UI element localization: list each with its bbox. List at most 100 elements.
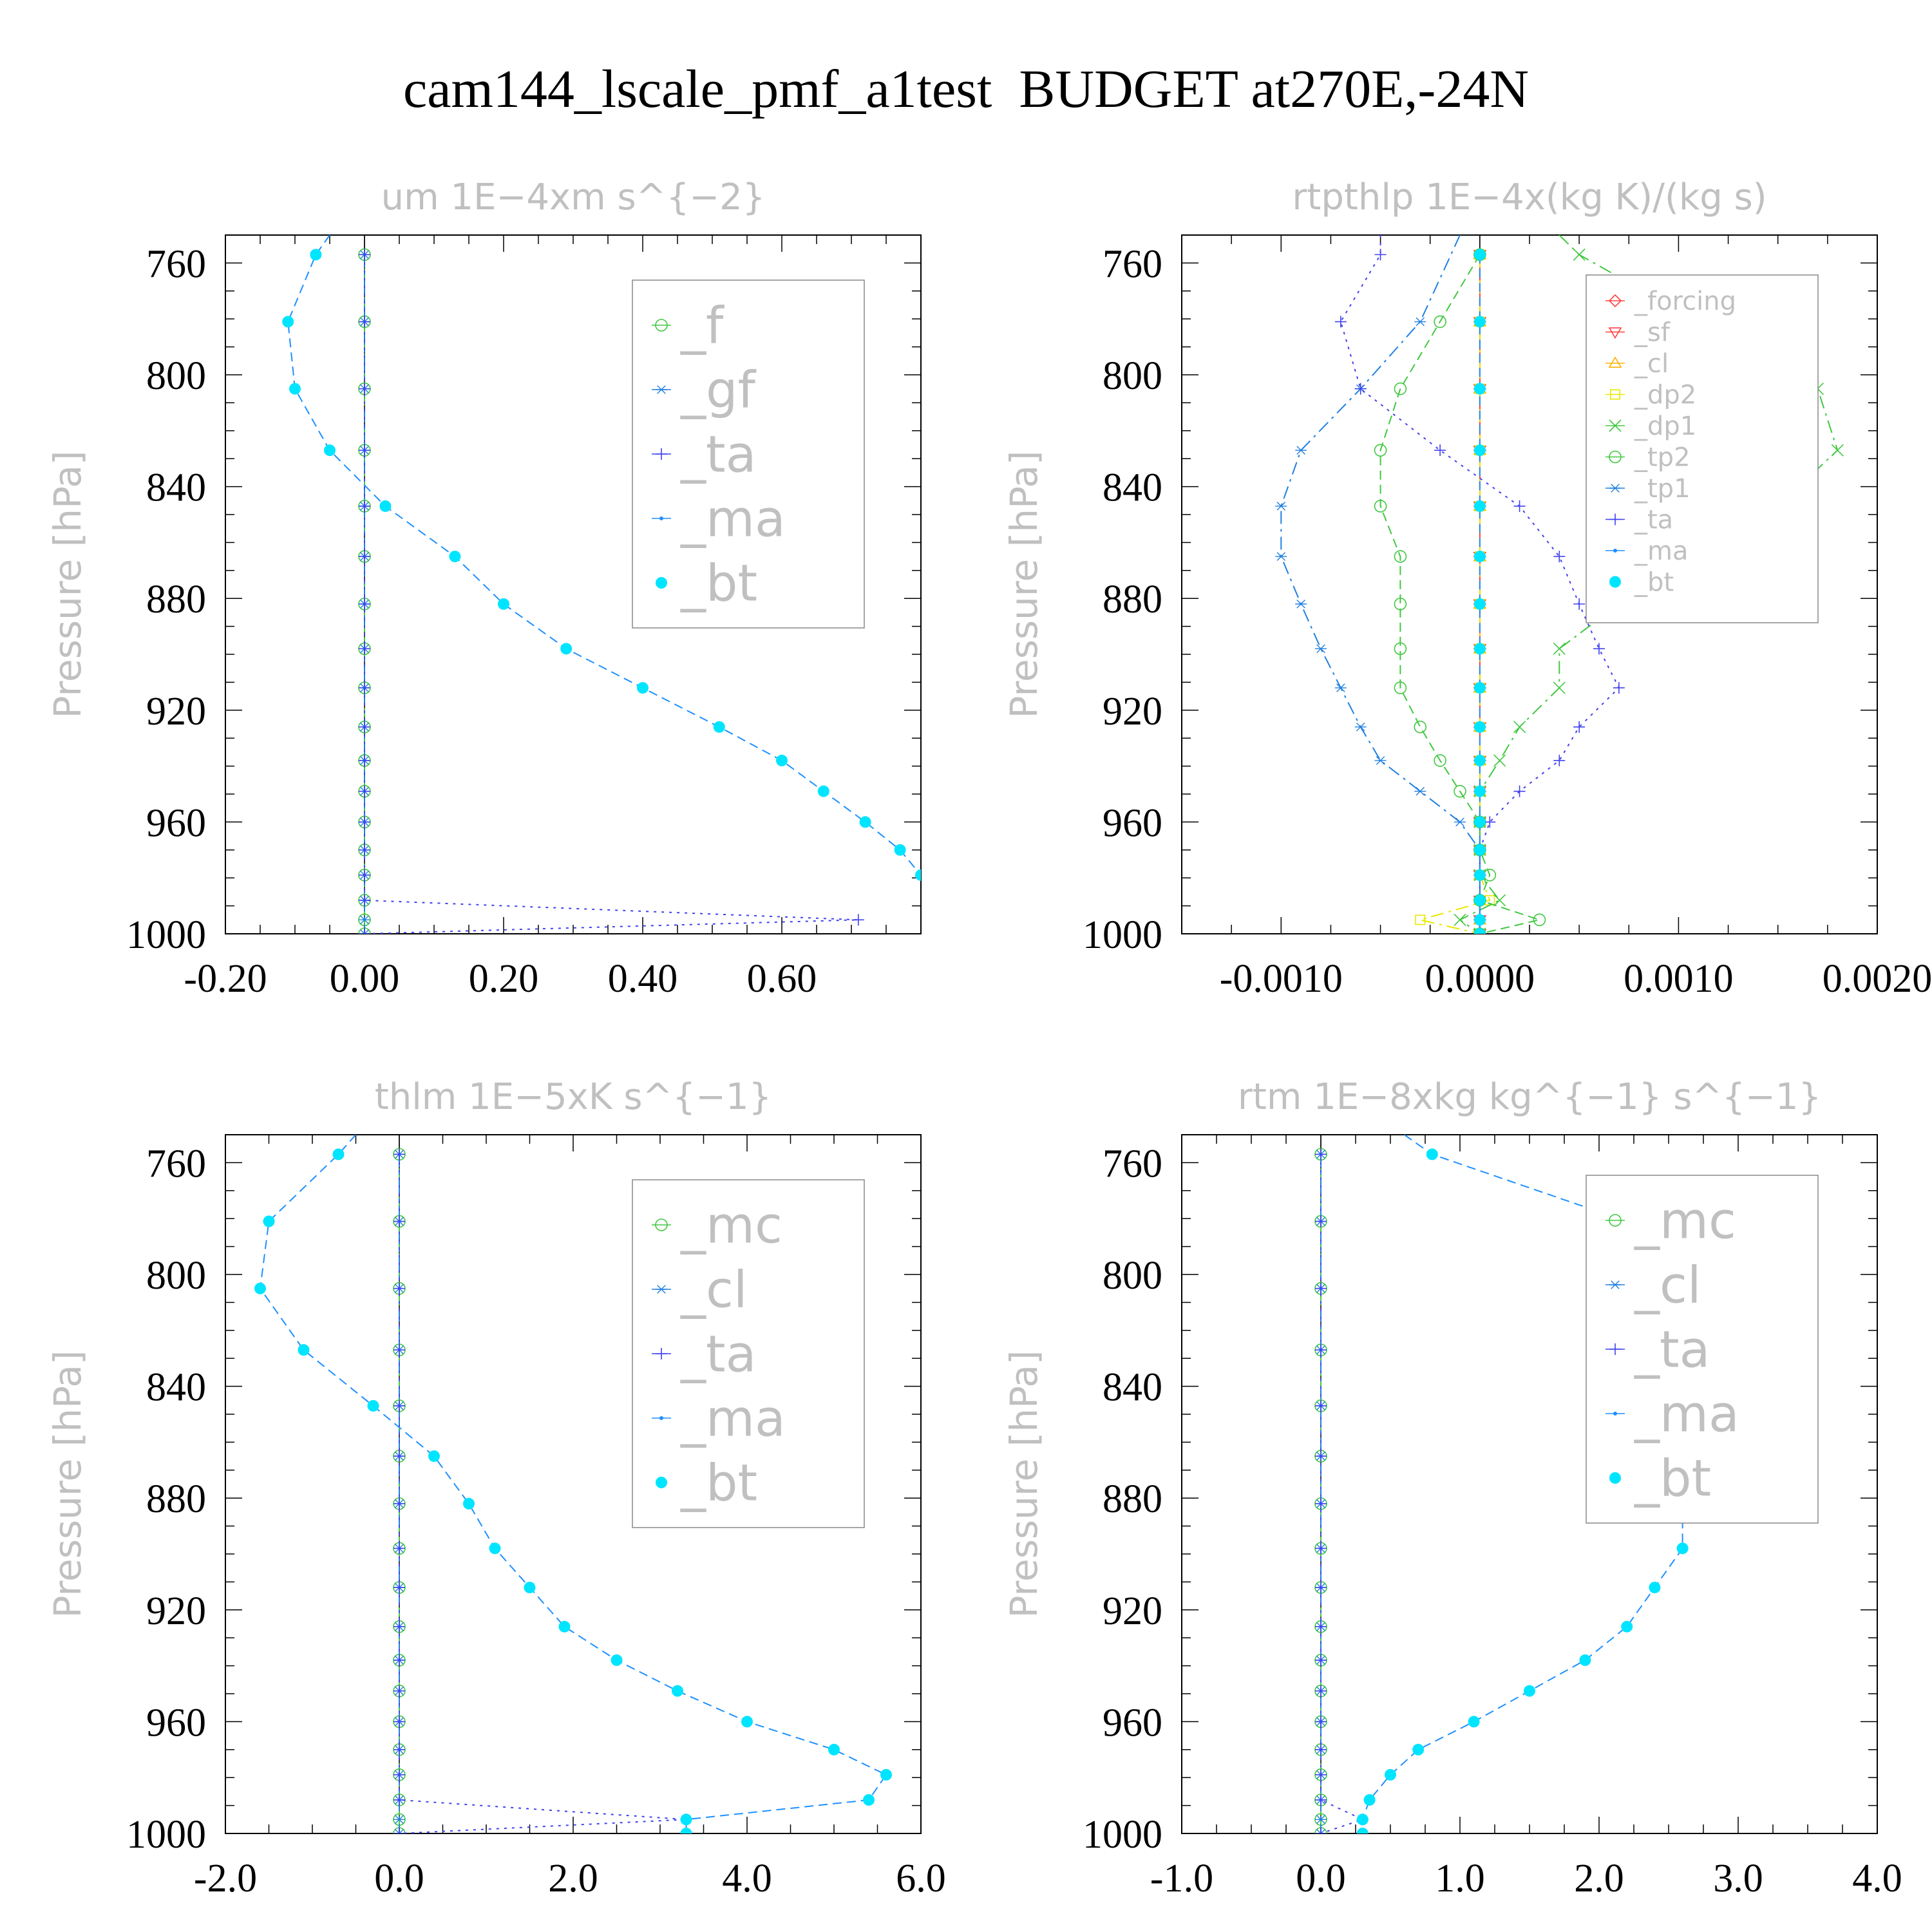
legend-label: _bt	[680, 554, 757, 612]
panel-title: rtpthlp 1E−4x(kg K)/(kg s)	[1292, 176, 1766, 218]
data-point	[1573, 721, 1586, 733]
y-tick-label: 800	[146, 354, 206, 398]
data-point	[359, 869, 370, 881]
data-point	[1573, 248, 1586, 261]
data-point	[1473, 249, 1486, 261]
data-point	[1473, 682, 1486, 694]
data-point	[1473, 721, 1486, 733]
series-ta	[393, 1148, 692, 1833]
data-point	[1473, 894, 1486, 906]
series-ta	[1315, 1148, 1368, 1833]
data-point	[1473, 928, 1486, 934]
figure-title: cam144_lscale_pmf_a1test BUDGET at270E,-…	[402, 59, 1530, 119]
x-tick-label: 1.0	[1435, 1857, 1485, 1900]
data-point	[393, 1743, 405, 1756]
data-point	[359, 249, 370, 261]
legend-marker	[1609, 419, 1622, 432]
data-point	[359, 816, 370, 828]
legend-label: _sf	[1634, 318, 1671, 348]
legend-label: _ma	[1634, 536, 1688, 566]
y-tick-label: 920	[1103, 690, 1162, 734]
data-point	[1315, 644, 1327, 654]
data-point	[1434, 315, 1446, 328]
x-tick-label: 0.20	[469, 957, 539, 1001]
legend-label: _ta	[1634, 1321, 1710, 1379]
data-point	[359, 598, 370, 610]
data-point	[359, 682, 370, 694]
data-point	[289, 383, 301, 395]
data-point	[1414, 786, 1426, 796]
data-point	[1315, 1282, 1327, 1294]
data-point	[1394, 642, 1407, 656]
data-point	[1621, 1620, 1633, 1633]
data-point	[1315, 1542, 1327, 1555]
legend-label: _tp1	[1634, 474, 1690, 504]
panel-title: rtm 1E−8xkg kg^{−1} s^{−1}	[1238, 1076, 1821, 1118]
legend-marker	[656, 385, 667, 394]
data-point	[560, 643, 573, 655]
data-point	[282, 316, 294, 328]
data-point	[1473, 383, 1486, 395]
legend-marker	[656, 1285, 667, 1294]
data-point	[922, 914, 934, 925]
data-point	[1356, 1814, 1368, 1826]
data-point	[1613, 682, 1625, 694]
legend-label: _tp2	[1634, 443, 1690, 473]
data-point	[428, 1450, 440, 1463]
legend-label: _ma	[680, 1390, 786, 1448]
legend-marker	[1609, 484, 1621, 493]
data-point	[393, 1716, 405, 1728]
y-tick-label: 1000	[126, 1813, 206, 1857]
data-point	[359, 383, 370, 395]
data-point	[926, 918, 930, 922]
data-point	[1573, 598, 1586, 610]
data-point	[359, 928, 370, 934]
y-tick-label: 920	[1103, 1589, 1162, 1633]
data-point	[1415, 914, 1426, 925]
data-point	[489, 1542, 501, 1555]
y-tick-label: 760	[1103, 1142, 1162, 1186]
legend-label: _cl	[680, 1261, 748, 1319]
data-point	[1676, 1542, 1689, 1555]
data-point	[859, 816, 871, 828]
legend-label: _bt	[1634, 568, 1674, 598]
legend-marker	[1608, 294, 1622, 308]
data-point	[1473, 598, 1486, 610]
x-tick-label: 0.40	[608, 957, 678, 1001]
data-point	[1334, 316, 1347, 328]
data-point	[1649, 1582, 1661, 1594]
legend-marker	[1608, 356, 1622, 368]
x-tick-label: 0.0000	[1425, 957, 1535, 1001]
legend-label: _gf	[680, 361, 757, 419]
data-point	[393, 1794, 405, 1806]
data-point	[1533, 913, 1546, 927]
data-point	[263, 1215, 275, 1227]
chart-panel-2: rtpthlp 1E−4x(kg K)/(kg s) Pressure [hPa]…	[1002, 176, 1932, 1001]
data-point	[1434, 754, 1446, 767]
x-tick-label: 0.60	[747, 957, 817, 1001]
data-point	[393, 1450, 405, 1463]
data-point	[1315, 1654, 1327, 1666]
legend-marker	[656, 1348, 667, 1359]
legend-marker	[1609, 1214, 1622, 1227]
y-tick-label: 800	[146, 1254, 206, 1298]
data-point	[393, 1344, 405, 1356]
data-point	[1354, 383, 1367, 395]
data-point	[367, 1399, 379, 1412]
legend-label: _mc	[1634, 1192, 1736, 1250]
data-point	[1454, 913, 1466, 926]
data-point	[359, 721, 370, 733]
legend-marker	[1613, 1412, 1617, 1416]
data-point	[359, 844, 370, 856]
data-point	[359, 915, 370, 925]
legend-marker	[1609, 1343, 1621, 1355]
data-point	[359, 785, 370, 797]
data-point	[1473, 444, 1486, 457]
legend-label: _ma	[1634, 1385, 1739, 1443]
data-point	[1553, 551, 1566, 563]
series-tp1	[1275, 235, 1486, 934]
data-point	[611, 1654, 623, 1666]
series-dp2	[1415, 249, 1495, 934]
x-tick-label: 2.0	[548, 1857, 598, 1900]
data-point	[359, 929, 370, 934]
